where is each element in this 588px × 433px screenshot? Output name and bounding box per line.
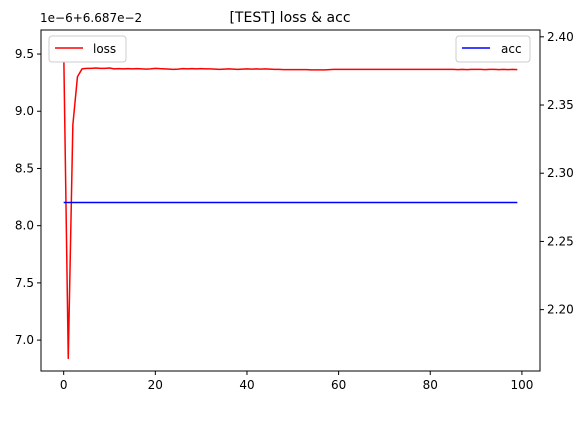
- left-tick-label: 8.0: [15, 219, 34, 233]
- x-tick-label: 80: [423, 378, 438, 392]
- axes-frame: [40, 29, 541, 372]
- x-tick-label: 20: [148, 378, 163, 392]
- left-axis-offset-label: 1e−6+6.687e−2: [40, 11, 142, 25]
- plot-area: [62, 48, 518, 360]
- right-tick-label: 2.30: [547, 166, 574, 180]
- right-tick-label: 2.25: [547, 234, 574, 248]
- series-line-loss: [62, 48, 518, 360]
- x-tick-label: 40: [239, 378, 254, 392]
- legend-acc: acc: [455, 35, 531, 63]
- legend-loss-label: loss: [93, 42, 116, 56]
- left-tick-label: 9.0: [15, 104, 34, 118]
- right-tick-label: 2.35: [547, 98, 574, 112]
- x-tick-label: 0: [60, 378, 68, 392]
- x-tick-label: 100: [510, 378, 533, 392]
- legend-acc-box: [455, 35, 531, 63]
- left-tick-label: 7.0: [15, 333, 34, 347]
- left-tick-label: 8.5: [15, 161, 34, 175]
- left-tick-label: 9.5: [15, 47, 34, 61]
- right-tick-label: 2.40: [547, 30, 574, 44]
- legend-loss-box: [48, 35, 127, 63]
- x-axis-ticks: 0 20 40 60 80 100: [60, 371, 533, 392]
- legend-loss: loss: [48, 35, 127, 63]
- left-axis-ticks: 7.0 7.5 8.0 8.5 9.0 9.5: [15, 47, 41, 347]
- right-axis-ticks: 2.20 2.25 2.30 2.35 2.40: [540, 30, 574, 317]
- legend-acc-label: acc: [501, 42, 522, 56]
- chart-title: [TEST] loss & acc: [229, 10, 350, 26]
- x-tick-label: 60: [331, 378, 346, 392]
- left-tick-label: 7.5: [15, 276, 34, 290]
- right-tick-label: 2.20: [547, 303, 574, 317]
